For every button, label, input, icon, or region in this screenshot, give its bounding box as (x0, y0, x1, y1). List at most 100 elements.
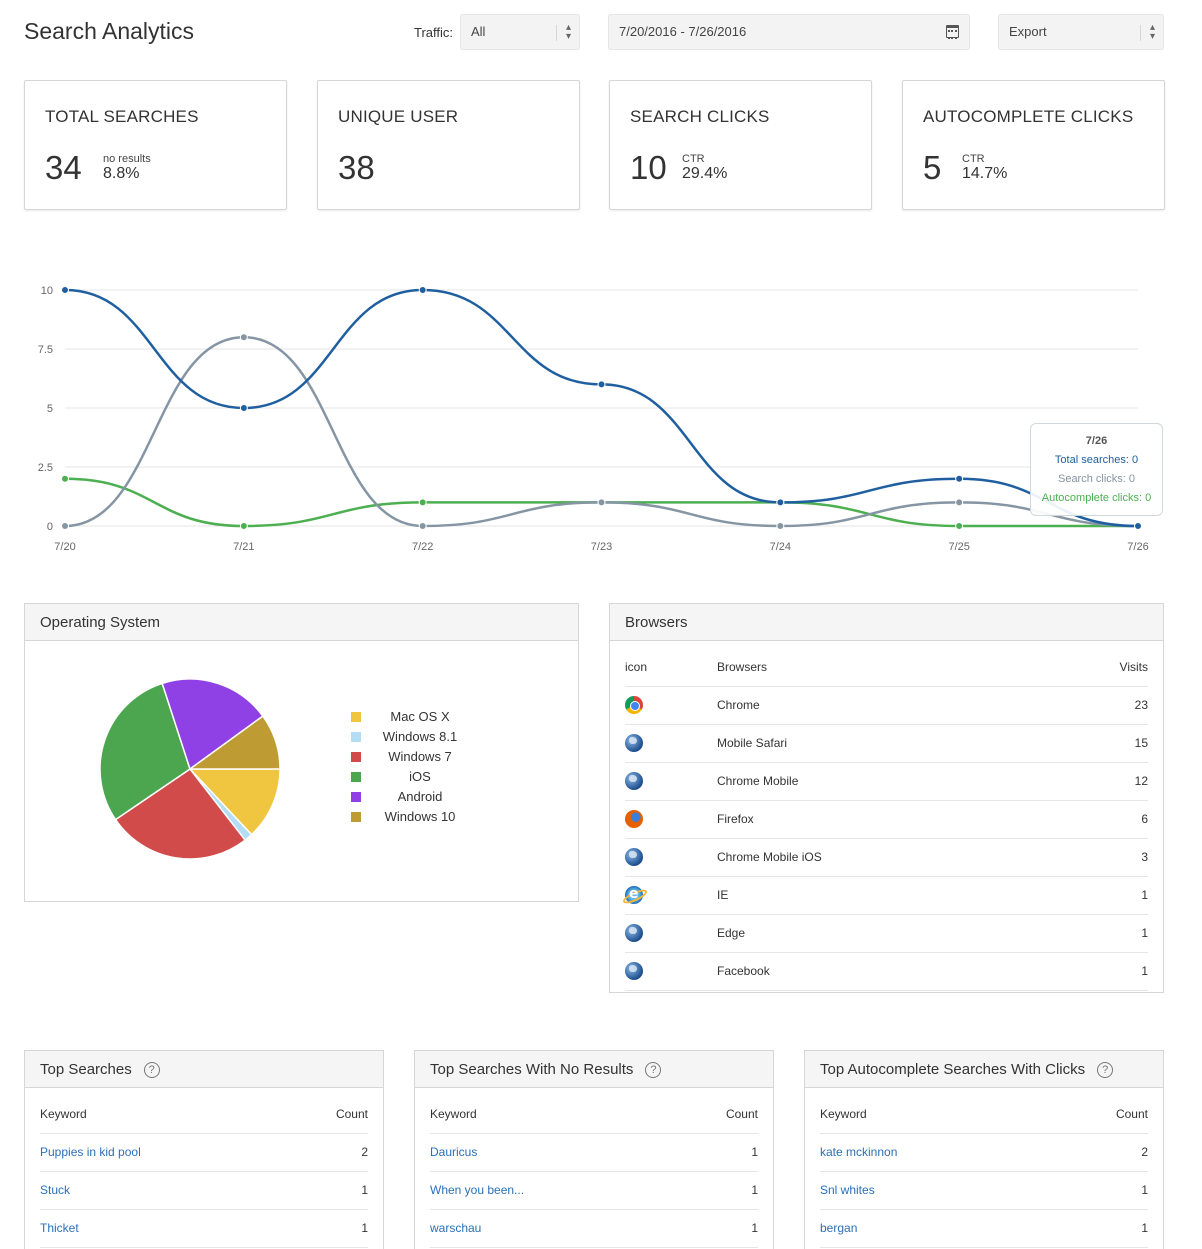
legend-swatch (351, 712, 361, 722)
tooltip-line: Autocomplete clicks: 0 (1041, 492, 1152, 504)
column-header: Count (288, 1088, 368, 1134)
table-row: Snl whites 1 (820, 1171, 1148, 1210)
keyword-link[interactable]: bergan (820, 1221, 858, 1235)
column-header: Visits (1055, 641, 1148, 687)
operating-system-panel: Operating System Mac OS X Windows 8.1 Wi… (24, 603, 579, 902)
x-tick-label: 7/22 (412, 541, 433, 553)
ie-icon (625, 886, 643, 904)
updown-arrows-icon: ▴ ▾ (1149, 22, 1155, 42)
help-icon[interactable]: ? (1097, 1062, 1114, 1078)
data-point (61, 286, 69, 294)
panel-title: Top Autocomplete Searches With Clicks (820, 1061, 1086, 1078)
kpi-sub-value: 29.4% (682, 165, 728, 182)
help-icon[interactable]: ? (645, 1062, 662, 1078)
keyword-link[interactable]: Dauricus (430, 1145, 478, 1159)
data-point (955, 498, 964, 507)
keyword-link[interactable]: Stuck (40, 1183, 71, 1197)
legend-swatch (351, 812, 361, 822)
kpi-title: SEARCH CLICKS (630, 107, 770, 126)
kpi-card-total-searches: TOTAL SEARCHES 34 no results 8.8% (24, 80, 287, 210)
table-row: IE1 (625, 876, 1148, 915)
table-row: Facebook 1 (625, 952, 1148, 991)
panel-title: Operating System (25, 604, 578, 641)
kpi-sub-label: CTR (962, 153, 985, 165)
legend-swatch (351, 792, 361, 802)
table-row: Chrome Mobile 12 (625, 762, 1148, 801)
legend-swatch (351, 732, 361, 742)
keyword-link[interactable]: When you been... (430, 1183, 525, 1197)
keyword-link[interactable]: Thicket (40, 1221, 79, 1235)
panel-title: Top Searches With No Results (430, 1061, 634, 1078)
column-header: icon (625, 641, 717, 687)
pie-slice (161, 678, 264, 771)
keyword-link[interactable]: kate mckinnon (820, 1145, 898, 1159)
kpi-title: UNIQUE USER (338, 107, 459, 126)
table-row: Dauricus 1 (430, 1133, 758, 1172)
kpi-sub-label: no results (103, 153, 151, 165)
globe-icon (625, 848, 643, 866)
table-row: Edge 1 (625, 914, 1148, 953)
kpi-sub-value: 14.7% (962, 165, 1008, 182)
kpi-title: TOTAL SEARCHES (45, 107, 199, 126)
data-point (418, 498, 427, 507)
data-point (955, 522, 964, 530)
tooltip-line: Total searches: 0 (1054, 454, 1139, 466)
os-pie-chart[interactable] (25, 642, 325, 902)
data-point (239, 333, 248, 342)
column-header: Browsers (717, 641, 1056, 687)
y-tick-label: 2.5 (38, 462, 53, 474)
column-header: Keyword (40, 1088, 289, 1134)
globe-icon (625, 924, 643, 942)
data-point (955, 474, 964, 483)
searches-line-chart[interactable]: 0 2.5 5 7.5 10 7/20 7/21 7/22 7/23 7/24 7/25 7/26 (0, 260, 1202, 570)
autocomplete-clicks-panel: Top Autocomplete Searches With Clicks? K… (804, 1050, 1164, 1249)
data-point (239, 404, 248, 412)
traffic-select[interactable]: All ▴ ▾ (460, 14, 580, 50)
kpi-value: 34 (45, 149, 82, 186)
kpi-value: 10 (630, 149, 667, 186)
tooltip-line: Search clicks: 0 (1057, 473, 1136, 485)
kpi-sub-value: 8.8% (103, 165, 140, 182)
keyword-link[interactable]: Snl whites (820, 1183, 875, 1197)
table-row: Chrome 23 (625, 686, 1148, 725)
autocomplete-clicks-table: Keyword Count kate mckinnon 2 Snl whites 1 … (820, 1088, 1148, 1248)
table-row: warschau 1 (430, 1209, 758, 1248)
kpi-card-search-clicks: SEARCH CLICKS 10 CTR 29.4% (609, 80, 872, 210)
table-row: When you been... 1 (430, 1171, 758, 1210)
top-searches-table: Keyword Count Puppies in kid pool 2 Stuck 1… (40, 1088, 368, 1248)
data-point (776, 522, 785, 530)
keyword-link[interactable]: Puppies in kid pool (40, 1145, 141, 1159)
y-tick-label: 7.5 (38, 344, 53, 356)
traffic-label: Traffic: (414, 25, 454, 40)
traffic-select-value: All (471, 24, 486, 39)
data-point (61, 522, 69, 530)
data-point (61, 474, 69, 483)
data-point (239, 522, 248, 530)
export-select[interactable]: Export ▴ ▾ (998, 14, 1164, 50)
pie-slice (99, 682, 191, 821)
globe-icon (625, 962, 643, 980)
column-header: Keyword (820, 1088, 1052, 1134)
x-tick-label: 7/24 (770, 541, 791, 553)
data-point (597, 498, 606, 507)
kpi-card-autocomplete-clicks: AUTOCOMPLETE CLICKS 5 CTR 14.7% (902, 80, 1165, 210)
table-row: Thicket 1 (40, 1209, 368, 1248)
legend-swatch (351, 772, 361, 782)
table-row: kate mckinnon 2 (820, 1133, 1148, 1172)
help-icon[interactable]: ? (143, 1062, 160, 1078)
y-tick-label: 10 (41, 285, 53, 297)
x-tick-label: 7/26 (1127, 541, 1148, 553)
panel-title: Browsers (610, 604, 1163, 641)
keyword-link[interactable]: warschau (430, 1221, 482, 1235)
date-range-picker[interactable]: 7/20/2016 - 7/26/2016 (608, 14, 970, 50)
page-title: Search Analytics (24, 18, 195, 44)
x-tick-label: 7/21 (233, 541, 254, 553)
no-results-table: Keyword Count Dauricus 1 When you been... 1… (430, 1088, 758, 1248)
chart-tooltip: 7/26 Total searches: 0 Search clicks: 0 … (1030, 423, 1163, 516)
y-tick-label: 5 (47, 403, 53, 415)
kpi-value: 5 (923, 149, 942, 186)
column-header: Keyword (430, 1088, 675, 1134)
column-header: Count (1051, 1088, 1148, 1134)
table-row: Firefox 6 (625, 800, 1148, 839)
x-tick-label: 7/20 (54, 541, 75, 553)
